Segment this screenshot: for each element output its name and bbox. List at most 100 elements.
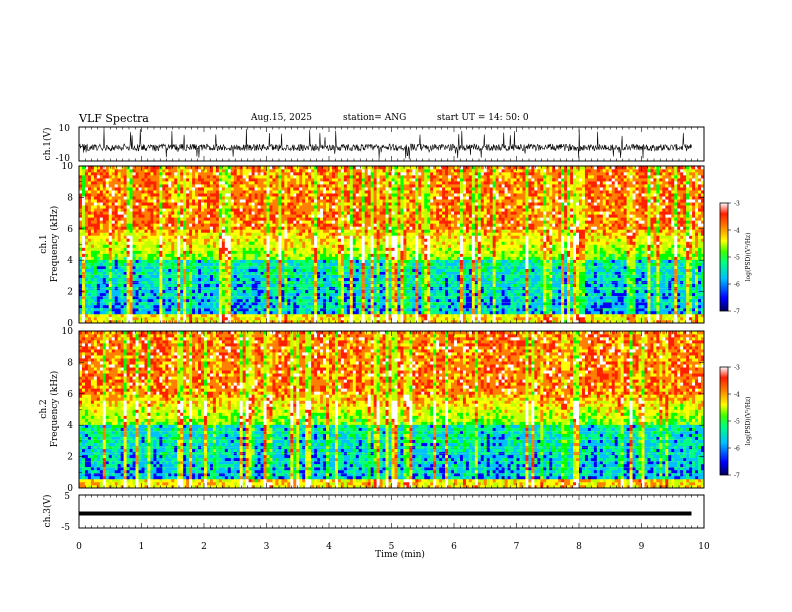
spectrogram-cell xyxy=(129,268,133,272)
spectrogram-cell xyxy=(290,292,294,297)
spectrogram-cell xyxy=(111,316,116,321)
spectrogram-cell xyxy=(230,208,235,212)
spectrogram-cell xyxy=(269,187,273,191)
spectrogram-cell xyxy=(263,232,267,236)
spectrogram-cell xyxy=(254,313,258,318)
spectrogram-cell xyxy=(201,241,205,245)
spectrogram-cell xyxy=(230,265,235,269)
spectrogram-cell xyxy=(87,199,92,203)
spectrogram-cell xyxy=(349,214,354,218)
spectrogram-cell xyxy=(192,220,196,224)
spectrogram-cell xyxy=(290,214,294,218)
spectrogram-cell xyxy=(287,268,291,272)
spectrogram-cell xyxy=(236,244,241,248)
spectrogram-cell xyxy=(114,238,118,242)
spectrogram-cell xyxy=(153,169,157,173)
spectrogram-cell xyxy=(317,175,321,179)
spectrogram-cell xyxy=(257,226,261,230)
spectrogram-cell xyxy=(111,190,116,194)
spectrogram-cell xyxy=(361,283,366,288)
spectrogram-cell xyxy=(227,178,232,182)
spectrogram-cell xyxy=(147,202,151,206)
spectrogram-cell xyxy=(269,208,273,212)
spectrogram-cell xyxy=(111,235,116,239)
spectrogram-cell xyxy=(311,223,315,227)
spectrogram-cell xyxy=(239,295,243,300)
spectrogram-cell xyxy=(209,283,214,288)
spectrogram-cell xyxy=(150,259,154,263)
spectrogram-cell xyxy=(281,283,285,288)
spectrogram-cell xyxy=(248,172,252,176)
spectrogram-cell xyxy=(174,196,178,200)
spectrogram-cell xyxy=(329,226,333,230)
spectrogram-cell xyxy=(275,181,279,185)
spectrogram-cell xyxy=(192,289,196,294)
spectrogram-cell xyxy=(189,316,193,321)
spectrogram-cell xyxy=(340,241,345,245)
spectrogram-cell xyxy=(251,193,255,197)
spectrogram-cell xyxy=(334,178,339,182)
spectrogram-cell xyxy=(186,310,190,315)
spectrogram-cell xyxy=(81,178,86,182)
spectrogram-cell xyxy=(334,208,339,212)
spectrogram-cell xyxy=(314,199,318,203)
spectrogram-cell xyxy=(93,181,98,185)
spectrogram-cell xyxy=(224,193,229,197)
spectrogram-cell xyxy=(114,283,118,288)
spectrogram-cell xyxy=(81,196,86,200)
spectrogram-cell xyxy=(212,301,217,306)
spectrogram-cell xyxy=(114,196,118,200)
spectrogram-cell xyxy=(215,211,220,215)
spectrogram-cell xyxy=(180,262,184,266)
spectrogram-cell xyxy=(233,223,238,227)
spectrogram-cell xyxy=(159,187,163,191)
spectrogram-cell xyxy=(320,265,324,269)
spectrogram-cell xyxy=(177,265,181,269)
spectrogram-cell xyxy=(165,298,169,303)
spectrogram-cell xyxy=(209,184,214,188)
spectrogram-cell xyxy=(206,301,211,306)
spectrogram-cell xyxy=(296,313,300,318)
spectrogram-cell xyxy=(212,232,217,236)
spectrogram-cell xyxy=(272,232,276,236)
spectrogram-cell xyxy=(96,283,101,288)
spectrogram-cell xyxy=(192,304,196,309)
spectrogram-cell xyxy=(117,205,121,209)
spectrogram-cell xyxy=(129,277,133,282)
spectrogram-cell xyxy=(168,220,172,224)
spectrogram-cell xyxy=(287,172,291,176)
spectrogram-cell xyxy=(269,301,273,306)
spectrogram-cell xyxy=(275,196,279,200)
spectrogram-cell xyxy=(165,307,169,312)
spectrogram-cell xyxy=(189,298,193,303)
spectrogram-cell xyxy=(320,307,324,312)
spectrogram-cell xyxy=(245,292,249,297)
spectrogram-cell xyxy=(302,283,306,288)
spectrogram-cell xyxy=(242,307,246,312)
spectrogram-cell xyxy=(275,199,279,203)
spectrogram-cell xyxy=(180,301,184,306)
spectrogram-cell xyxy=(120,244,124,248)
spectrogram-cell xyxy=(156,217,160,221)
spectrogram-cell xyxy=(308,169,312,173)
spectrogram-cell xyxy=(340,298,345,303)
spectrogram-cell xyxy=(224,184,229,188)
spectrogram-cell xyxy=(278,316,282,321)
spectrogram-cell xyxy=(296,187,300,191)
spectrogram-cell xyxy=(114,232,118,236)
spectrogram-cell xyxy=(308,184,312,188)
spectrogram-cell xyxy=(105,205,110,209)
spectrogram-cell xyxy=(257,211,261,215)
spectrogram-cell xyxy=(198,289,202,294)
spectrogram-cell xyxy=(284,229,288,233)
spectrogram-cell xyxy=(165,259,169,263)
spectrogram-cell xyxy=(120,199,124,203)
spectrogram-cell xyxy=(177,304,181,309)
spectrogram-cell xyxy=(123,205,127,209)
spectrogram-cell xyxy=(114,223,118,227)
spectrogram-cell xyxy=(284,319,288,324)
spectrogram-cell xyxy=(317,271,321,275)
spectrogram-cell xyxy=(227,223,232,227)
spectrogram-cell xyxy=(186,187,190,191)
spectrogram-cell xyxy=(349,256,354,260)
